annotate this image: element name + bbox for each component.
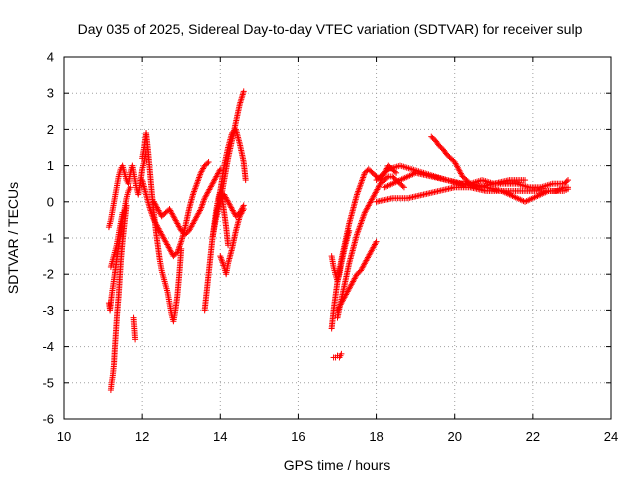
grid-layer — [64, 57, 611, 419]
data-point — [123, 202, 130, 209]
y-tick-label: -1 — [42, 231, 54, 246]
x-tick-label: 22 — [526, 429, 540, 444]
y-axis-label: SDTVAR / TECUs — [5, 182, 21, 294]
y-tick-label: -5 — [42, 375, 54, 390]
y-tick-label: 4 — [47, 50, 54, 65]
x-tick-label: 10 — [57, 429, 71, 444]
data-point — [346, 227, 353, 234]
data-point — [563, 178, 570, 185]
data-point — [204, 160, 211, 167]
data-points — [105, 88, 572, 394]
y-tick-label: 0 — [47, 194, 54, 209]
data-point — [372, 240, 379, 247]
data-point — [196, 207, 203, 214]
data-point — [565, 186, 572, 193]
y-tick-label: 2 — [47, 122, 54, 137]
x-tick-label: 24 — [604, 429, 618, 444]
chart-title: Day 035 of 2025, Sidereal Day-to-day VTE… — [78, 21, 583, 37]
data-point — [127, 184, 134, 191]
data-point — [338, 350, 345, 357]
data-point — [132, 336, 139, 343]
data-point — [373, 238, 380, 245]
data-point — [522, 177, 529, 184]
x-axis-label: GPS time / hours — [284, 457, 391, 473]
data-point — [399, 183, 406, 190]
data-point — [240, 202, 247, 209]
data-point — [393, 169, 400, 176]
x-tick-label: 18 — [369, 429, 383, 444]
x-tick-label: 12 — [135, 429, 149, 444]
x-tick-label: 14 — [213, 429, 227, 444]
x-tick-label: 20 — [447, 429, 461, 444]
y-tick-label: 1 — [47, 158, 54, 173]
data-point — [400, 184, 407, 191]
data-point — [119, 209, 126, 216]
y-tick-label: -6 — [42, 412, 54, 427]
y-tick-label: -3 — [42, 303, 54, 318]
data-point — [242, 177, 249, 184]
y-tick-label: -2 — [42, 267, 54, 282]
data-point — [205, 158, 212, 165]
data-point — [239, 203, 246, 210]
data-point — [565, 177, 572, 184]
y-tick-label: 3 — [47, 86, 54, 101]
data-point — [383, 174, 390, 181]
y-tick-label: -4 — [42, 339, 54, 354]
x-tick-label: 16 — [291, 429, 305, 444]
data-point — [240, 88, 247, 95]
